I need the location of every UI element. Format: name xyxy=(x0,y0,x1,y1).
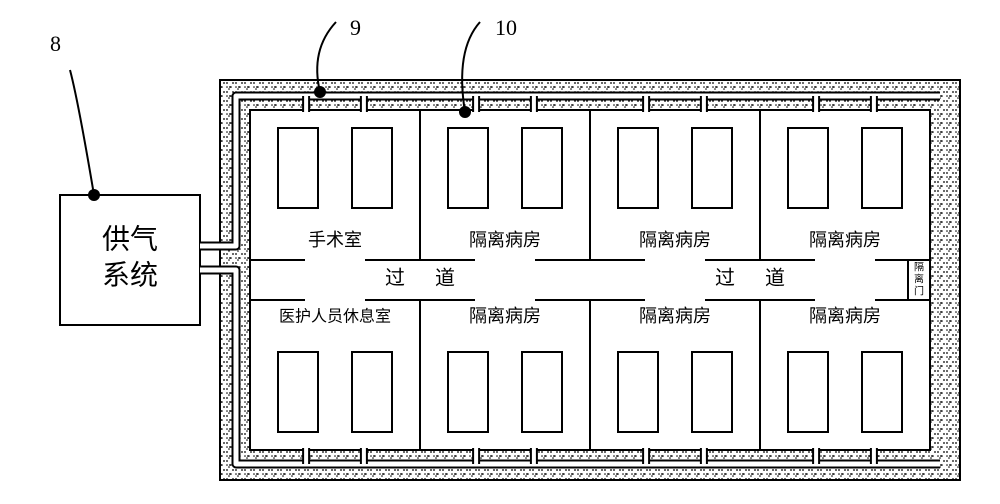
bed xyxy=(352,128,392,208)
corridor-door-char: 门 xyxy=(914,284,924,297)
bed xyxy=(862,352,902,432)
bottom-room-2: 隔离病房 xyxy=(590,300,760,450)
bed xyxy=(618,352,658,432)
floor-plan: 手术室隔离病房隔离病房隔离病房医护人员休息室隔离病房隔离病房隔离病房过道过道隔离… xyxy=(0,0,1000,504)
bed xyxy=(862,128,902,208)
bottom-room-0: 医护人员休息室 xyxy=(250,300,420,450)
room-label: 医护人员休息室 xyxy=(279,308,391,326)
bottom-room-1: 隔离病房 xyxy=(420,300,590,450)
top-room-1: 隔离病房 xyxy=(420,110,590,260)
bed xyxy=(788,352,828,432)
leader-label: 8 xyxy=(50,31,61,56)
bed xyxy=(692,352,732,432)
supply-label-2: 系统 xyxy=(102,259,158,291)
leader-label: 10 xyxy=(495,15,517,40)
corridor-label-char: 过 xyxy=(385,267,405,290)
bed xyxy=(522,352,562,432)
top-room-0: 手术室 xyxy=(250,110,420,260)
room-label: 隔离病房 xyxy=(639,230,711,250)
room-label: 隔离病房 xyxy=(469,306,541,326)
bed xyxy=(448,128,488,208)
top-room-3: 隔离病房 xyxy=(760,110,930,260)
leader-line xyxy=(70,70,94,195)
corridor-label-char: 道 xyxy=(435,267,455,290)
bed xyxy=(618,128,658,208)
bed xyxy=(788,128,828,208)
bed xyxy=(278,128,318,208)
room-label: 隔离病房 xyxy=(809,306,881,326)
top-room-2: 隔离病房 xyxy=(590,110,760,260)
leader-dot xyxy=(459,106,471,118)
bed xyxy=(522,128,562,208)
room-label: 手术室 xyxy=(308,230,362,250)
corridor-door-char: 离 xyxy=(914,272,924,285)
bed xyxy=(692,128,732,208)
supply-label-1: 供气 xyxy=(102,223,158,255)
corridor-door-char: 隔 xyxy=(914,261,924,273)
leader-dot xyxy=(88,189,100,201)
bed xyxy=(448,352,488,432)
room-label: 隔离病房 xyxy=(639,306,711,326)
bottom-room-3: 隔离病房 xyxy=(760,300,930,450)
room-label: 隔离病房 xyxy=(469,230,541,250)
bed xyxy=(278,352,318,432)
corridor-label-char: 道 xyxy=(765,267,785,290)
bed xyxy=(352,352,392,432)
leader-label: 9 xyxy=(350,15,361,40)
corridor-label-char: 过 xyxy=(715,267,735,290)
leader-dot xyxy=(314,86,326,98)
room-label: 隔离病房 xyxy=(809,230,881,250)
